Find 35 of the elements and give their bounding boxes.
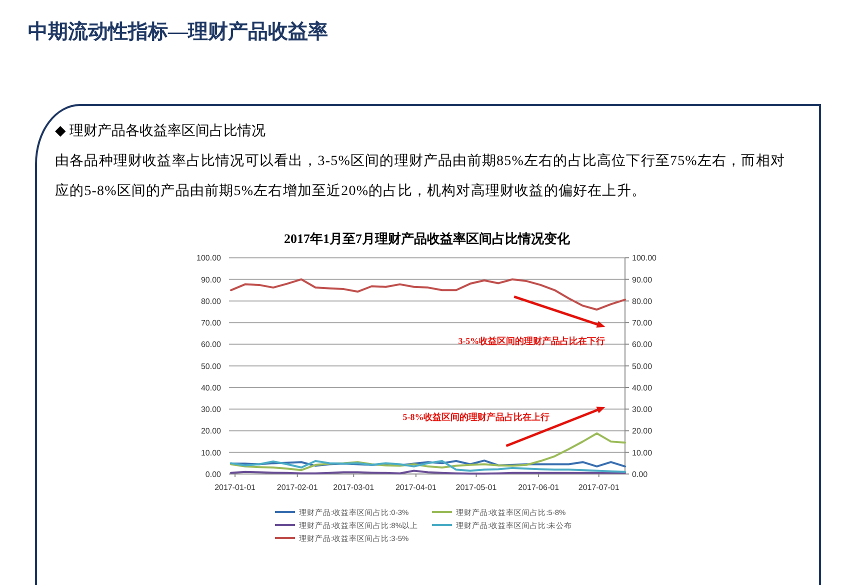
y-tick-label: 80.00 (200, 296, 222, 306)
annotation: 3-5%收益区间的理财产品占比在下行 (458, 336, 606, 346)
chart-title: 2017年1月至7月理财产品收益率区间占比情况变化 (284, 231, 571, 246)
y2-tick-label: 20.00 (632, 426, 653, 436)
x-tick-label: 2017-02-01 (276, 483, 318, 492)
y-tick-label: 90.00 (200, 275, 222, 284)
x-tick-label: 2017-05-01 (456, 483, 498, 492)
y-tick-label: 30.00 (200, 405, 222, 414)
y-tick-label: 50.00 (200, 362, 222, 371)
y-tick-label: 70.00 (200, 318, 222, 328)
x-tick-label: 2017-06-01 (518, 483, 560, 492)
y-tick-label: 100.00 (196, 254, 222, 263)
y2-tick-label: 0.00 (632, 470, 648, 479)
text: 由各品种理财收益率占比情况可以看出，3-5%区间的理财产品由前期85%左右的占比高位下行至75%左右，而相对应的5-8%区间的产品由前期5%左右增加至近20%的占比，机构对高理财收益的偏好在上升。 (55, 152, 786, 201)
y2-tick-label: 90.00 (632, 275, 653, 284)
x-tick-label: 2017-04-01 (395, 483, 437, 492)
y2-tick-label: 100.00 (632, 254, 658, 263)
x-tick-label: 2017-07-01 (578, 483, 620, 492)
y2-tick-label: 80.00 (632, 296, 653, 306)
y-tick-label: 40.00 (200, 383, 222, 392)
y2-tick-label: 30.00 (632, 405, 653, 414)
y2-tick-label: 40.00 (632, 383, 653, 392)
y2-tick-label: 70.00 (632, 318, 653, 328)
y-tick-label: 0.00 (205, 470, 222, 479)
text: ◆ 理财产品各收益率区间占比情况 (55, 122, 266, 140)
y-tick-label: 20.00 (200, 426, 222, 436)
y-tick-label: 60.00 (200, 340, 222, 350)
x-tick-label: 2017-03-01 (333, 483, 375, 492)
text: 中期流动性指标—理财产品收益率 (28, 20, 328, 45)
annotation: 5-8%收益区间的理财产品占比在上行 (402, 412, 550, 422)
y2-tick-label: 10.00 (632, 448, 653, 458)
y2-tick-label: 60.00 (632, 340, 653, 350)
y2-tick-label: 50.00 (632, 362, 653, 371)
x-tick-label: 2017-01-01 (214, 483, 256, 492)
y-tick-label: 10.00 (200, 448, 222, 458)
